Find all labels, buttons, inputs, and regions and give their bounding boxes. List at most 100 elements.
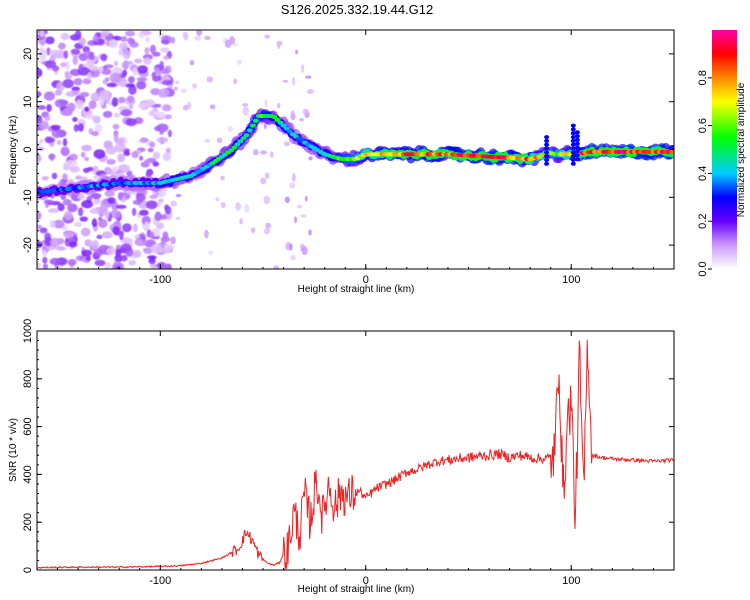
heatmap-noise-cell	[227, 125, 233, 132]
heatmap-noise-cell	[74, 30, 82, 40]
heatmap-noise-cell	[81, 200, 93, 209]
heatmap-noise-cell	[37, 105, 46, 110]
heatmap-spike	[570, 158, 576, 162]
heatmap-spike	[570, 123, 576, 128]
heatmap-spike	[544, 158, 550, 162]
heatmap-noise-cell	[264, 227, 270, 235]
heatmap-noise-cell	[170, 36, 176, 44]
heatmap-noise-cell	[140, 137, 149, 143]
heatmap-spike	[574, 130, 580, 135]
heatmap-noise-cell	[72, 117, 78, 122]
heatmap-noise-cell	[129, 104, 134, 110]
heatmap-noise-cell	[143, 159, 150, 165]
heatmap-spike	[574, 149, 580, 154]
heatmap-noise-cell	[118, 49, 123, 56]
heatmap-noise-cell	[145, 36, 151, 43]
heatmap-noise-cell	[84, 113, 95, 120]
heatmap-noise-cell	[175, 193, 182, 198]
line-frame	[36, 330, 675, 571]
heatmap-noise-cell	[104, 261, 112, 269]
heatmap-noise-cell	[96, 234, 103, 240]
colorbar	[712, 30, 737, 269]
heatmap-noise-cell	[102, 110, 113, 118]
heatmap-noise-cell	[125, 118, 137, 127]
heatmap-noise-cell	[123, 151, 131, 157]
heatmap-noise-cell	[114, 143, 126, 153]
heatmap-noise-cell	[295, 49, 299, 55]
heatmap-noise-cell	[39, 30, 45, 38]
heatmap-ridge-core	[286, 129, 293, 134]
heatmap-noise-cell	[152, 151, 161, 160]
heatmap-noise-cell	[114, 138, 125, 145]
heatmap-noise-cell	[293, 216, 298, 224]
heatmap-noise-cell	[150, 243, 163, 254]
heatmap-x-tick-label: 0	[363, 274, 369, 286]
heatmap-noise-cell	[37, 262, 41, 268]
heatmap-noise-cell	[54, 89, 62, 96]
heatmap-noise-cell	[79, 216, 89, 222]
heatmap-noise-cell	[62, 198, 72, 206]
heatmap-noise-cell	[144, 221, 149, 230]
heatmap-noise-cell	[158, 198, 164, 203]
snr-line-plot	[37, 339, 674, 570]
heatmap-noise-cell	[112, 165, 119, 173]
heatmap-noise-cell	[80, 151, 86, 158]
heatmap-noise-cell	[154, 69, 162, 75]
heatmap-noise-cell	[87, 51, 93, 60]
heatmap-noise-cell	[260, 177, 267, 185]
heatmap-noise-cell	[91, 208, 99, 214]
heatmap-noise-cell	[60, 32, 70, 41]
heatmap-spike	[574, 141, 580, 146]
heatmap-noise-cell	[94, 259, 106, 267]
heatmap-spike	[574, 157, 580, 162]
heatmap-noise-cell	[114, 60, 118, 67]
heatmap-noise-cell	[289, 243, 293, 251]
heatmap-noise-cell	[104, 77, 110, 82]
heatmap-noise-cell	[118, 77, 128, 87]
heatmap-noise-cell	[112, 123, 120, 130]
heatmap-noise-cell	[269, 151, 274, 158]
heatmap-noise-cell	[160, 69, 168, 75]
heatmap-noise-cell	[114, 254, 123, 262]
line-y-tick-label: 1000	[22, 319, 34, 343]
heatmap-noise-cell	[92, 115, 101, 124]
heatmap-noise-cell	[91, 199, 102, 205]
heatmap-ridge-core	[246, 128, 253, 133]
heatmap-noise-cell	[183, 31, 189, 41]
heatmap-noise-cell	[180, 88, 187, 94]
heatmap-noise-cell	[81, 249, 93, 257]
heatmap-noise-cell	[106, 82, 117, 88]
heatmap-y-tick-label: -20	[22, 237, 34, 253]
heatmap-noise-cell	[45, 36, 55, 45]
heatmap-noise-cell	[108, 39, 118, 49]
heatmap-noise-cell	[127, 95, 135, 103]
line-y-tick-label: 200	[22, 513, 34, 531]
heatmap-noise-cell	[73, 78, 83, 86]
heatmap-noise-cell	[194, 35, 201, 41]
heatmap-noise-cell	[137, 65, 149, 74]
heatmap-noise-cell	[167, 129, 172, 138]
heatmap-noise-cell	[78, 37, 86, 46]
heatmap-noise-cell	[131, 151, 139, 159]
heatmap-noise-cell	[51, 172, 58, 180]
heatmap-noise-cell	[78, 207, 84, 217]
heatmap-spike	[570, 127, 576, 132]
heatmap-noise-cell	[83, 167, 90, 174]
heatmap-noise-cell	[63, 50, 68, 60]
heatmap-noise-cell	[93, 149, 106, 159]
heatmap-noise-cell	[91, 218, 98, 228]
heatmap-noise-cell	[67, 203, 78, 213]
heatmap-noise-cell	[128, 260, 137, 266]
heatmap-x-tick-label: -100	[149, 274, 171, 286]
heatmap-noise-cell	[161, 237, 167, 245]
heatmap-noise-cell	[145, 172, 151, 177]
heatmap-noise-cell	[175, 216, 181, 220]
heatmap-y-tick-label: 0	[22, 146, 34, 152]
heatmap-noise-cell	[39, 138, 44, 144]
heatmap-noise-cell	[88, 100, 97, 110]
colorbar-tick-label: 0.8	[697, 70, 709, 85]
heatmap-noise-cell	[44, 60, 57, 68]
heatmap-noise-cell	[47, 208, 59, 213]
heatmap-noise-cell	[150, 88, 161, 96]
line-x-tick-label: 0	[363, 575, 369, 587]
